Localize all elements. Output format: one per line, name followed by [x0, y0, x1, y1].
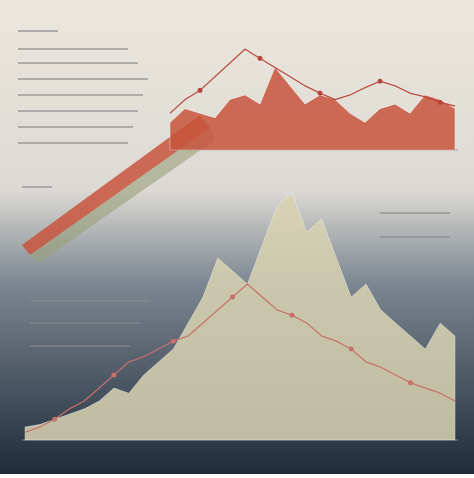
point	[52, 416, 58, 422]
point	[408, 380, 414, 386]
point	[197, 87, 203, 93]
ribbon	[30, 128, 215, 262]
point	[230, 294, 236, 300]
point	[348, 346, 354, 352]
point	[437, 99, 443, 105]
line	[24, 283, 456, 433]
ribbon	[22, 115, 210, 255]
point	[170, 338, 176, 344]
point	[377, 78, 383, 84]
text-placeholder	[18, 30, 450, 347]
point	[257, 55, 263, 61]
point	[111, 372, 117, 378]
point	[289, 312, 295, 318]
point	[317, 90, 323, 96]
line	[169, 48, 456, 114]
